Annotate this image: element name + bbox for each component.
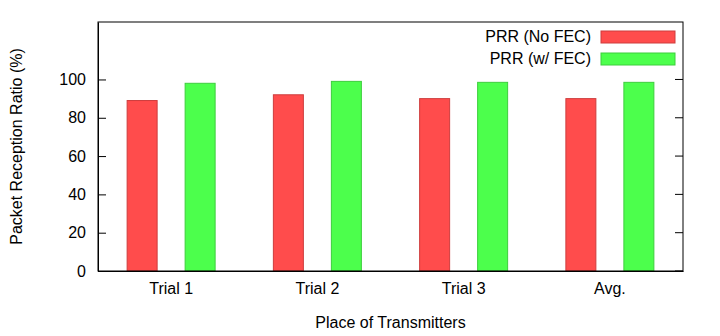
x-tick-label: Trial 3 xyxy=(442,280,486,297)
chart: 0 20 40 60 80 100 Trial 1 Trial 2 Trial 3 Avg. Pla… xyxy=(0,0,720,336)
y-tick-mark xyxy=(98,194,106,195)
y-tick-label: 20 xyxy=(68,224,86,241)
bar xyxy=(420,99,450,271)
y-tick-label: 40 xyxy=(68,186,86,203)
x-tick-label: Trial 2 xyxy=(295,280,339,297)
x-tick: Trial 2 xyxy=(295,271,339,297)
y-tick: 20 xyxy=(68,224,106,241)
bar xyxy=(566,99,596,271)
bars xyxy=(127,81,654,271)
y-axis: 0 20 40 60 80 100 xyxy=(59,23,106,280)
y-tick-label: 60 xyxy=(68,148,86,165)
x-tick: Trial 1 xyxy=(149,271,193,297)
legend-label: PRR (No FEC) xyxy=(485,28,591,45)
x-tick-label: Avg. xyxy=(594,280,626,297)
plot-frame xyxy=(98,22,683,271)
bar xyxy=(478,82,508,271)
y-tick-label: 80 xyxy=(68,109,86,126)
x-axis-title: Place of Transmitters xyxy=(315,314,465,331)
bar xyxy=(127,101,157,271)
legend: PRR (No FEC) PRR (w/ FEC) xyxy=(485,28,675,67)
y-tick: 60 xyxy=(68,148,106,165)
x-tick: Trial 3 xyxy=(442,271,486,297)
y-tick-mark-right xyxy=(675,232,683,233)
y-tick: 40 xyxy=(68,186,106,203)
y-tick-mark-right xyxy=(675,194,683,195)
y-tick-mark xyxy=(98,79,106,80)
legend-label: PRR (w/ FEC) xyxy=(490,50,591,67)
y-axis-line xyxy=(98,23,99,272)
x-axis-line xyxy=(99,271,684,272)
bar xyxy=(331,81,361,271)
y-tick-mark-right xyxy=(675,117,683,118)
y-tick: 80 xyxy=(68,109,106,126)
y-tick-label: 0 xyxy=(77,263,86,280)
bar xyxy=(185,83,215,271)
y-tick-label: 100 xyxy=(59,71,86,88)
y-tick-mark xyxy=(98,156,106,157)
y-axis-title: Packet Reception Ratio (%) xyxy=(8,48,25,245)
x-tick: Avg. xyxy=(594,271,626,297)
y-tick-mark xyxy=(98,233,106,234)
bar xyxy=(624,82,654,271)
x-axis: Trial 1 Trial 2 Trial 3 Avg. xyxy=(99,271,684,297)
y-tick-mark xyxy=(98,118,106,119)
legend-swatch xyxy=(601,53,675,65)
y-tick: 100 xyxy=(59,71,106,88)
y-tick-mark-right xyxy=(675,156,683,157)
x-tick-label: Trial 1 xyxy=(149,280,193,297)
bar xyxy=(273,95,303,271)
y-tick-mark-right xyxy=(675,79,683,80)
legend-swatch xyxy=(601,31,675,43)
